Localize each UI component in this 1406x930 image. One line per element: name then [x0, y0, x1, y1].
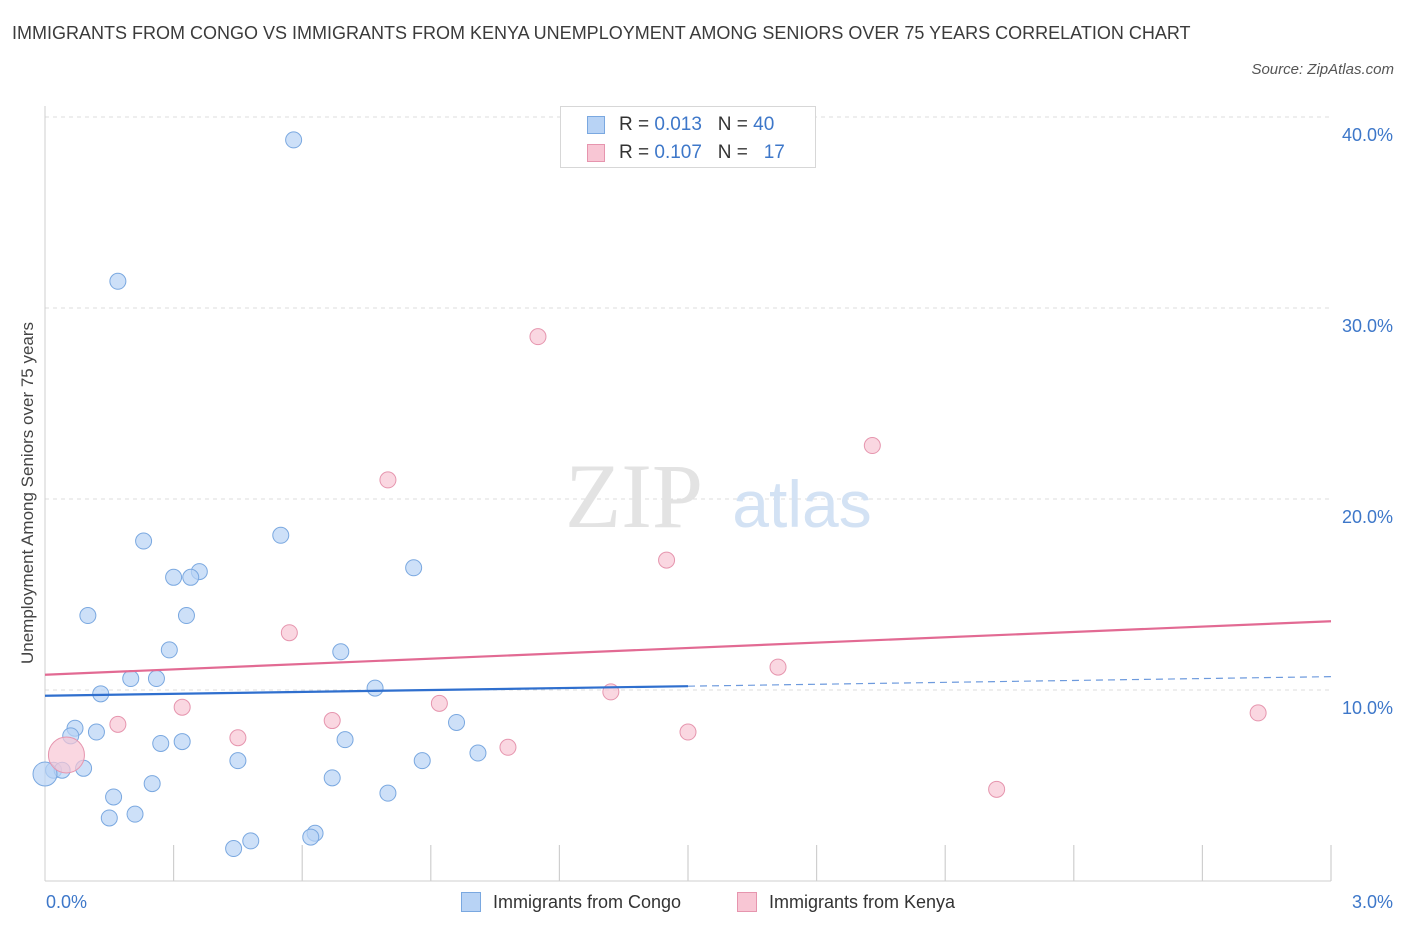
congo-point — [143, 775, 161, 793]
tick-label-layer: 10.0% 20.0% 30.0% 40.0% 0.0% 3.0% — [46, 125, 1393, 912]
kenya-point — [499, 738, 517, 756]
trend-layer — [44, 620, 1332, 697]
congo-point — [122, 670, 140, 688]
congo-point — [160, 641, 178, 659]
congo-point — [105, 788, 123, 806]
legend-kenya-swatch — [737, 892, 757, 912]
points-layer — [32, 131, 1267, 858]
kenya-point — [863, 437, 881, 455]
kenya-swatch — [587, 144, 605, 162]
congo-point — [109, 272, 127, 290]
congo-point — [32, 761, 58, 787]
congo-point — [242, 832, 260, 850]
congo-point — [79, 607, 97, 625]
congo-point — [147, 670, 165, 688]
congo-point — [87, 723, 105, 741]
congo-point — [336, 731, 354, 749]
congo-point — [229, 752, 247, 770]
congo-r-label: R = — [619, 114, 655, 135]
kenya-trend-line — [44, 620, 1332, 676]
legend-congo-label: Immigrants from Congo — [493, 892, 682, 912]
congo-point — [285, 131, 303, 149]
watermark-atlas: atlas — [732, 467, 871, 541]
kenya-point — [173, 698, 191, 716]
kenya-point — [529, 328, 547, 346]
congo-point — [405, 559, 423, 577]
chart-title: IMMIGRANTS FROM CONGO VS IMMIGRANTS FROM… — [12, 23, 1191, 43]
congo-swatch — [587, 116, 605, 134]
y-tick-label: 30.0% — [1342, 316, 1393, 336]
kenya-point — [988, 780, 1006, 798]
congo-point — [100, 809, 118, 827]
congo-point — [302, 828, 320, 846]
congo-point — [225, 840, 243, 858]
congo-point — [332, 643, 350, 661]
kenya-point — [229, 729, 247, 747]
congo-point — [469, 744, 487, 762]
x-tick-label: 0.0% — [46, 892, 87, 912]
congo-point — [173, 733, 191, 751]
congo-r-value: 0.013 — [654, 114, 702, 135]
congo-n-label: N = — [717, 114, 754, 135]
congo-point — [152, 734, 170, 752]
congo-point — [165, 568, 183, 586]
kenya-point — [430, 694, 448, 712]
kenya-point — [658, 551, 676, 569]
y-tick-label: 10.0% — [1342, 698, 1393, 718]
congo-point — [379, 784, 397, 802]
y-tick-label: 40.0% — [1342, 125, 1393, 145]
x-tick-label: 3.0% — [1352, 892, 1393, 912]
congo-point — [272, 526, 290, 544]
kenya-point — [379, 471, 397, 489]
congo-point — [182, 568, 200, 586]
kenya-point — [1249, 704, 1267, 722]
kenya-point — [323, 712, 341, 730]
congo-point — [448, 713, 466, 731]
axes-layer — [44, 106, 1332, 882]
kenya-r-value: 0.107 — [654, 142, 702, 163]
congo-trend-extension — [687, 676, 1332, 687]
kenya-point — [679, 723, 697, 741]
congo-point — [413, 752, 431, 770]
congo-point — [366, 679, 384, 697]
kenya-point — [47, 736, 85, 774]
kenya-point — [280, 624, 298, 642]
congo-point — [323, 769, 341, 787]
congo-trend-line — [44, 685, 689, 697]
congo-n-value: 40 — [753, 114, 775, 135]
kenya-point — [769, 658, 787, 676]
congo-point — [177, 607, 195, 625]
watermark: ZIP atlas — [565, 445, 872, 547]
watermark-zip: ZIP — [565, 445, 703, 547]
kenya-point — [109, 715, 127, 733]
grid-layer — [45, 116, 1331, 691]
kenya-r-label: R = — [619, 142, 655, 163]
congo-point — [135, 532, 153, 550]
correlation-legend: R = 0.013 N = 40 R = 0.107 N = 17 — [560, 106, 816, 168]
source-credit: Source: ZipAtlas.com — [1251, 61, 1394, 78]
congo-point — [126, 805, 144, 823]
series-legend: Immigrants from Congo Immigrants from Ke… — [0, 889, 1406, 915]
y-tick-label: 20.0% — [1342, 507, 1393, 527]
kenya-n-value: 17 — [763, 142, 785, 163]
kenya-n-label: N = — [717, 142, 754, 163]
legend-congo-swatch — [461, 892, 481, 912]
legend-kenya-label: Immigrants from Kenya — [769, 892, 956, 912]
